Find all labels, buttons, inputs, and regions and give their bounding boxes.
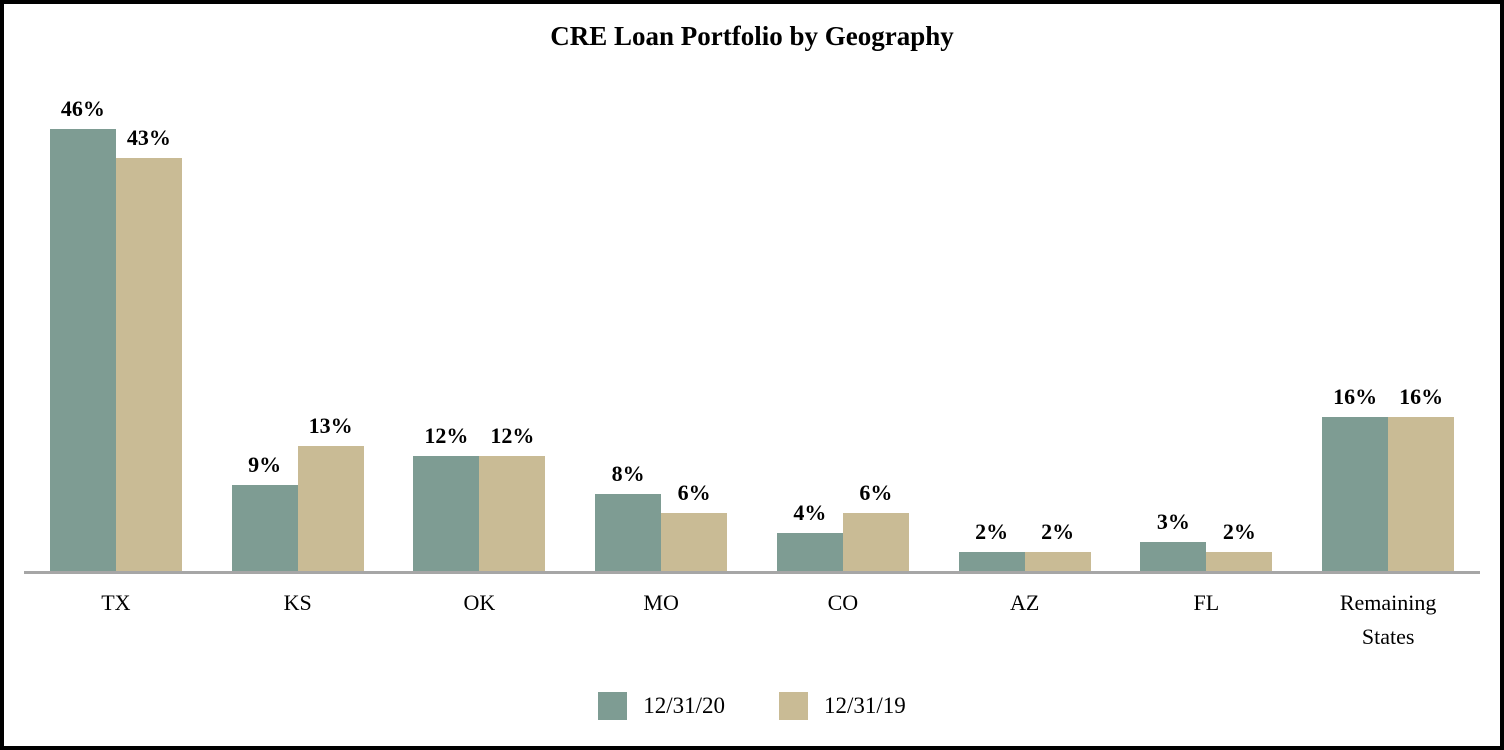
- x-axis-label-fl: FL: [1116, 586, 1298, 654]
- bar-group-co: 4% 6%: [752, 480, 934, 571]
- x-axis-label-ks: KS: [207, 586, 389, 654]
- bar-value-label-remaining-states-series-0: 16%: [1333, 384, 1378, 410]
- bar-fl-series-0: [1140, 542, 1207, 571]
- x-axis-label-text: MO: [643, 590, 679, 615]
- bar-group-fl: 3% 2%: [1116, 509, 1298, 571]
- bar-col-ok-series-0: 12%: [413, 422, 480, 571]
- bar-value-label-ok-series-0: 12%: [424, 422, 469, 448]
- bar-col-co-series-0: 4%: [776, 499, 843, 571]
- bar-value-label-co-series-1: 6%: [859, 480, 893, 506]
- bar-group-ok: 12% 12%: [389, 423, 571, 571]
- x-axis-label-text: Remaining States: [1339, 590, 1437, 649]
- bar-tx-series-0: [49, 129, 116, 571]
- bar-value-label-az-series-1: 2%: [1041, 518, 1075, 544]
- bar-co-series-0: [776, 532, 843, 571]
- bar-group-az: 2% 2%: [934, 519, 1116, 571]
- bar-az-series-1: [1024, 551, 1091, 571]
- bar-value-label-tx-series-1: 43%: [126, 125, 171, 151]
- x-axis-label-az: AZ: [934, 586, 1116, 654]
- x-axis-label-text: OK: [463, 590, 496, 615]
- x-axis-label-text: FL: [1193, 590, 1220, 615]
- bar-ok-series-1: [479, 455, 546, 571]
- legend-swatch-series-1: [779, 692, 808, 720]
- bar-col-az-series-0: 2%: [958, 518, 1025, 571]
- legend-item-12-31-20: 12/31/20: [598, 692, 725, 720]
- chart-title: CRE Loan Portfolio by Geography: [550, 21, 954, 51]
- x-axis-label-text: KS: [283, 590, 312, 615]
- bar-col-ks-series-1: 13%: [297, 413, 364, 571]
- bar-col-remaining-states-series-0: 16%: [1322, 384, 1389, 571]
- bar-col-mo-series-0: 8%: [595, 461, 662, 571]
- x-axis-label-text: TX: [101, 590, 131, 615]
- bar-remaining-states-series-1: [1388, 417, 1455, 571]
- bar-value-label-az-series-0: 2%: [975, 518, 1009, 544]
- legend-swatch-series-0: [598, 692, 628, 720]
- x-axis-label-text: CO: [827, 590, 859, 615]
- bar-ks-series-0: [231, 484, 298, 571]
- x-axis-label-mo: MO: [570, 586, 752, 654]
- bar-col-fl-series-0: 3%: [1140, 509, 1207, 571]
- bar-col-mo-series-1: 6%: [661, 480, 728, 571]
- bar-value-label-mo-series-1: 6%: [677, 480, 711, 506]
- bar-co-series-1: [842, 513, 909, 571]
- bar-ks-series-1: [297, 446, 364, 571]
- legend-label-series-0: 12/31/20: [643, 693, 725, 718]
- bar-group-mo: 8% 6%: [570, 461, 752, 571]
- bar-value-label-ok-series-1: 12%: [490, 422, 535, 448]
- bar-col-az-series-1: 2%: [1024, 518, 1091, 571]
- bar-col-fl-series-1: 2%: [1206, 518, 1273, 571]
- legend: 12/31/20 12/31/19: [4, 692, 1500, 720]
- bar-az-series-0: [958, 551, 1025, 571]
- bar-fl-series-1: [1206, 551, 1273, 571]
- bar-group-remaining-states: 16% 16%: [1297, 384, 1479, 571]
- bar-value-label-mo-series-0: 8%: [611, 461, 645, 487]
- x-axis-label-tx: TX: [25, 586, 207, 654]
- legend-label-series-1: 12/31/19: [824, 693, 906, 718]
- x-axis-label-co: CO: [752, 586, 934, 654]
- bar-col-co-series-1: 6%: [842, 480, 909, 571]
- x-axis-label-remaining-states: Remaining States: [1297, 586, 1479, 654]
- bar-remaining-states-series-0: [1322, 417, 1389, 571]
- bar-col-remaining-states-series-1: 16%: [1388, 384, 1455, 571]
- plot-area: 46% 43% 9% 13% 12% 12% 8% 6% 4% 6% 2% 2% 3% 2% 16% 16%: [25, 52, 1479, 571]
- bar-ok-series-0: [413, 455, 480, 571]
- bar-col-ok-series-1: 12%: [479, 422, 546, 571]
- legend-item-12-31-19: 12/31/19: [779, 692, 906, 720]
- bar-col-tx-series-0: 46%: [49, 96, 116, 571]
- bar-value-label-tx-series-0: 46%: [60, 96, 105, 122]
- bar-value-label-ks-series-1: 13%: [308, 413, 353, 439]
- bar-mo-series-1: [661, 513, 728, 571]
- x-axis-line: [24, 571, 1480, 574]
- x-axis-label-text: AZ: [1009, 590, 1040, 615]
- bar-value-label-co-series-0: 4%: [793, 499, 827, 525]
- x-axis-labels: TX KS OK MO CO AZ FL Remaining States: [25, 574, 1479, 654]
- bar-group-ks: 9% 13%: [207, 413, 389, 571]
- bar-value-label-fl-series-1: 2%: [1222, 518, 1256, 544]
- bar-value-label-ks-series-0: 9%: [248, 451, 282, 477]
- bar-col-ks-series-0: 9%: [231, 451, 298, 571]
- x-axis-label-ok: OK: [389, 586, 571, 654]
- bar-col-tx-series-1: 43%: [115, 125, 182, 571]
- bar-mo-series-0: [595, 494, 662, 571]
- bar-tx-series-1: [115, 158, 182, 571]
- bar-group-tx: 46% 43%: [25, 96, 207, 571]
- bar-value-label-fl-series-0: 3%: [1156, 509, 1190, 535]
- bar-value-label-remaining-states-series-1: 16%: [1399, 384, 1444, 410]
